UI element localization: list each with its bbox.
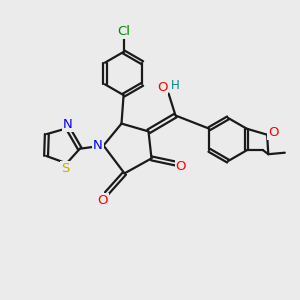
Text: H: H [171,79,180,92]
Text: N: N [93,139,103,152]
Text: N: N [63,118,73,131]
Text: O: O [157,81,167,94]
Text: S: S [61,162,69,175]
Text: O: O [98,194,108,207]
Text: O: O [268,126,278,139]
Text: Cl: Cl [117,25,130,38]
Text: O: O [176,160,186,173]
